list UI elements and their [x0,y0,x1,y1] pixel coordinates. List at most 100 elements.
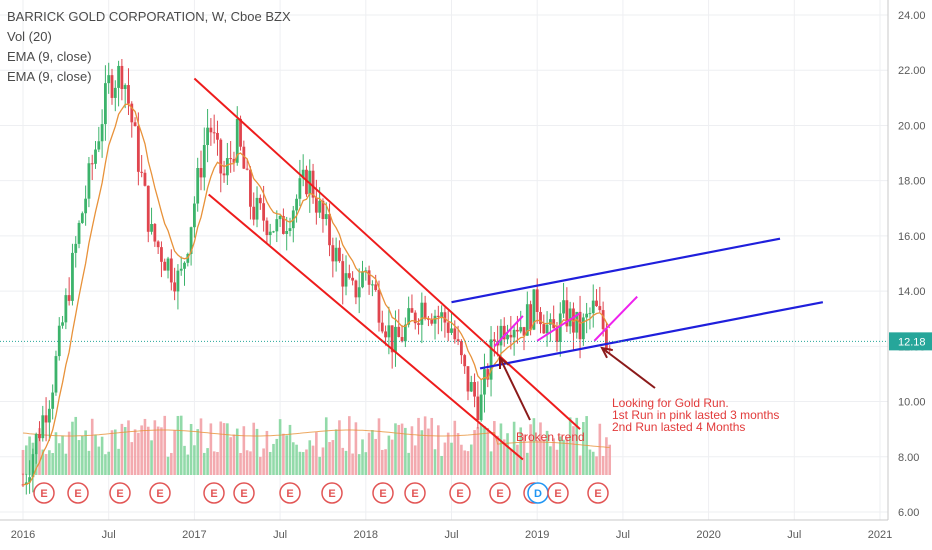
volume-bar [496,435,499,475]
volume-bar [400,423,404,475]
candle-body [476,396,480,421]
candle-body [443,312,447,323]
volume-bar [199,418,203,475]
ema-indicator-label-2[interactable]: EMA (9, close) [7,69,92,84]
candle-body [492,339,496,342]
time-tick-label: 2016 [11,529,35,541]
candle-body [522,327,526,336]
volume-bar [427,428,430,475]
candle-body [44,415,48,423]
candle-body [361,271,364,288]
candle-body [370,284,374,286]
earnings-markers[interactable]: EEEEEEEEEEEEEDEE [33,482,609,504]
volume-bar [100,436,104,475]
earnings-marker-label: E [594,488,601,500]
pink-run-line [493,315,524,348]
candle-body [153,224,157,242]
earnings-badge [489,482,511,504]
candle-body [104,83,107,125]
candle-body [97,141,101,150]
volume-bar [341,447,345,475]
candle-body [77,222,81,244]
candle-body [87,163,91,199]
candle-body [539,311,542,325]
volume-indicator-label[interactable]: Vol (20) [7,29,52,44]
volume-bar [351,453,354,475]
candle-body [387,325,391,338]
volume-bar [476,427,480,475]
ema-indicator-label-1[interactable]: EMA (9, close) [7,49,92,64]
earnings-marker-label: E [74,488,81,500]
candle-body [384,331,387,338]
volume-bar [84,430,87,475]
candle-body [113,87,117,98]
volume-bar [41,449,45,475]
pink-run-line [536,312,581,342]
volume-bar [394,423,397,475]
volume-bar [539,422,542,475]
candle-body [459,341,463,356]
earnings-badge [233,482,255,504]
volume-bar [150,440,153,475]
volume-bar [90,418,94,475]
volume-bar [443,442,447,475]
candle-body [272,231,275,233]
price-tick-label: 6.00 [898,507,919,519]
volume-bar [558,436,562,475]
volume-bar [173,430,176,475]
volume-bar [545,430,549,475]
volume-bar [153,420,157,475]
candle-body [268,231,272,236]
volume-bar [469,444,473,475]
earnings-badge [587,482,609,504]
earnings-badge [372,482,394,504]
volume-bar [249,451,252,475]
trend-drawings[interactable] [0,77,888,461]
candle-body [519,327,523,332]
candle-body [262,203,266,221]
candle-body [169,258,173,283]
candle-body [318,200,322,213]
candle-body [255,197,259,220]
candle-body [575,311,579,333]
volume-bar [232,434,236,475]
volume-bar [532,418,536,475]
volume-bar [74,416,78,475]
volume-bar [397,424,401,475]
candle-body [509,334,513,338]
candle-body [347,273,351,278]
symbol-title[interactable]: BARRICK GOLD CORPORATION, W, Cboe BZX [7,9,291,24]
volume-bar [64,453,68,475]
time-axis[interactable]: 2016 Jul 2017 Jul 2018 Jul 2019 Jul 2020 Jul 2021 [11,529,892,541]
candle-body [489,339,493,380]
volume-bar [315,432,318,475]
candle-body [341,261,345,287]
volume-bar [595,456,598,475]
volume-bar [483,426,486,475]
candle-body [430,319,434,324]
volume-bar [568,417,572,475]
volume-bar [81,435,84,475]
price-axis[interactable]: 24.0022.0020.0018.0016.0014.0012.0010.00… [889,10,932,519]
candle-body [410,308,414,313]
candle-body [239,118,242,147]
candle-body [357,287,361,298]
volume-bar [456,433,460,475]
last-price-tag-label: 12.18 [898,336,926,348]
candle-body [278,216,282,220]
earnings-marker: E [547,482,569,504]
candlesticks[interactable] [21,59,612,495]
candle-body [150,224,153,232]
candle-body [61,322,64,326]
volume-bars [21,415,612,475]
earnings-marker-label: E [411,488,418,500]
candle-body [479,394,483,421]
earnings-marker: E [404,482,426,504]
ema-line [22,103,611,486]
volume-bar [324,417,328,475]
volume-bar [176,415,180,475]
candle-body [542,324,546,334]
time-tick-label: Jul [787,529,801,541]
volume-bar [542,439,546,475]
